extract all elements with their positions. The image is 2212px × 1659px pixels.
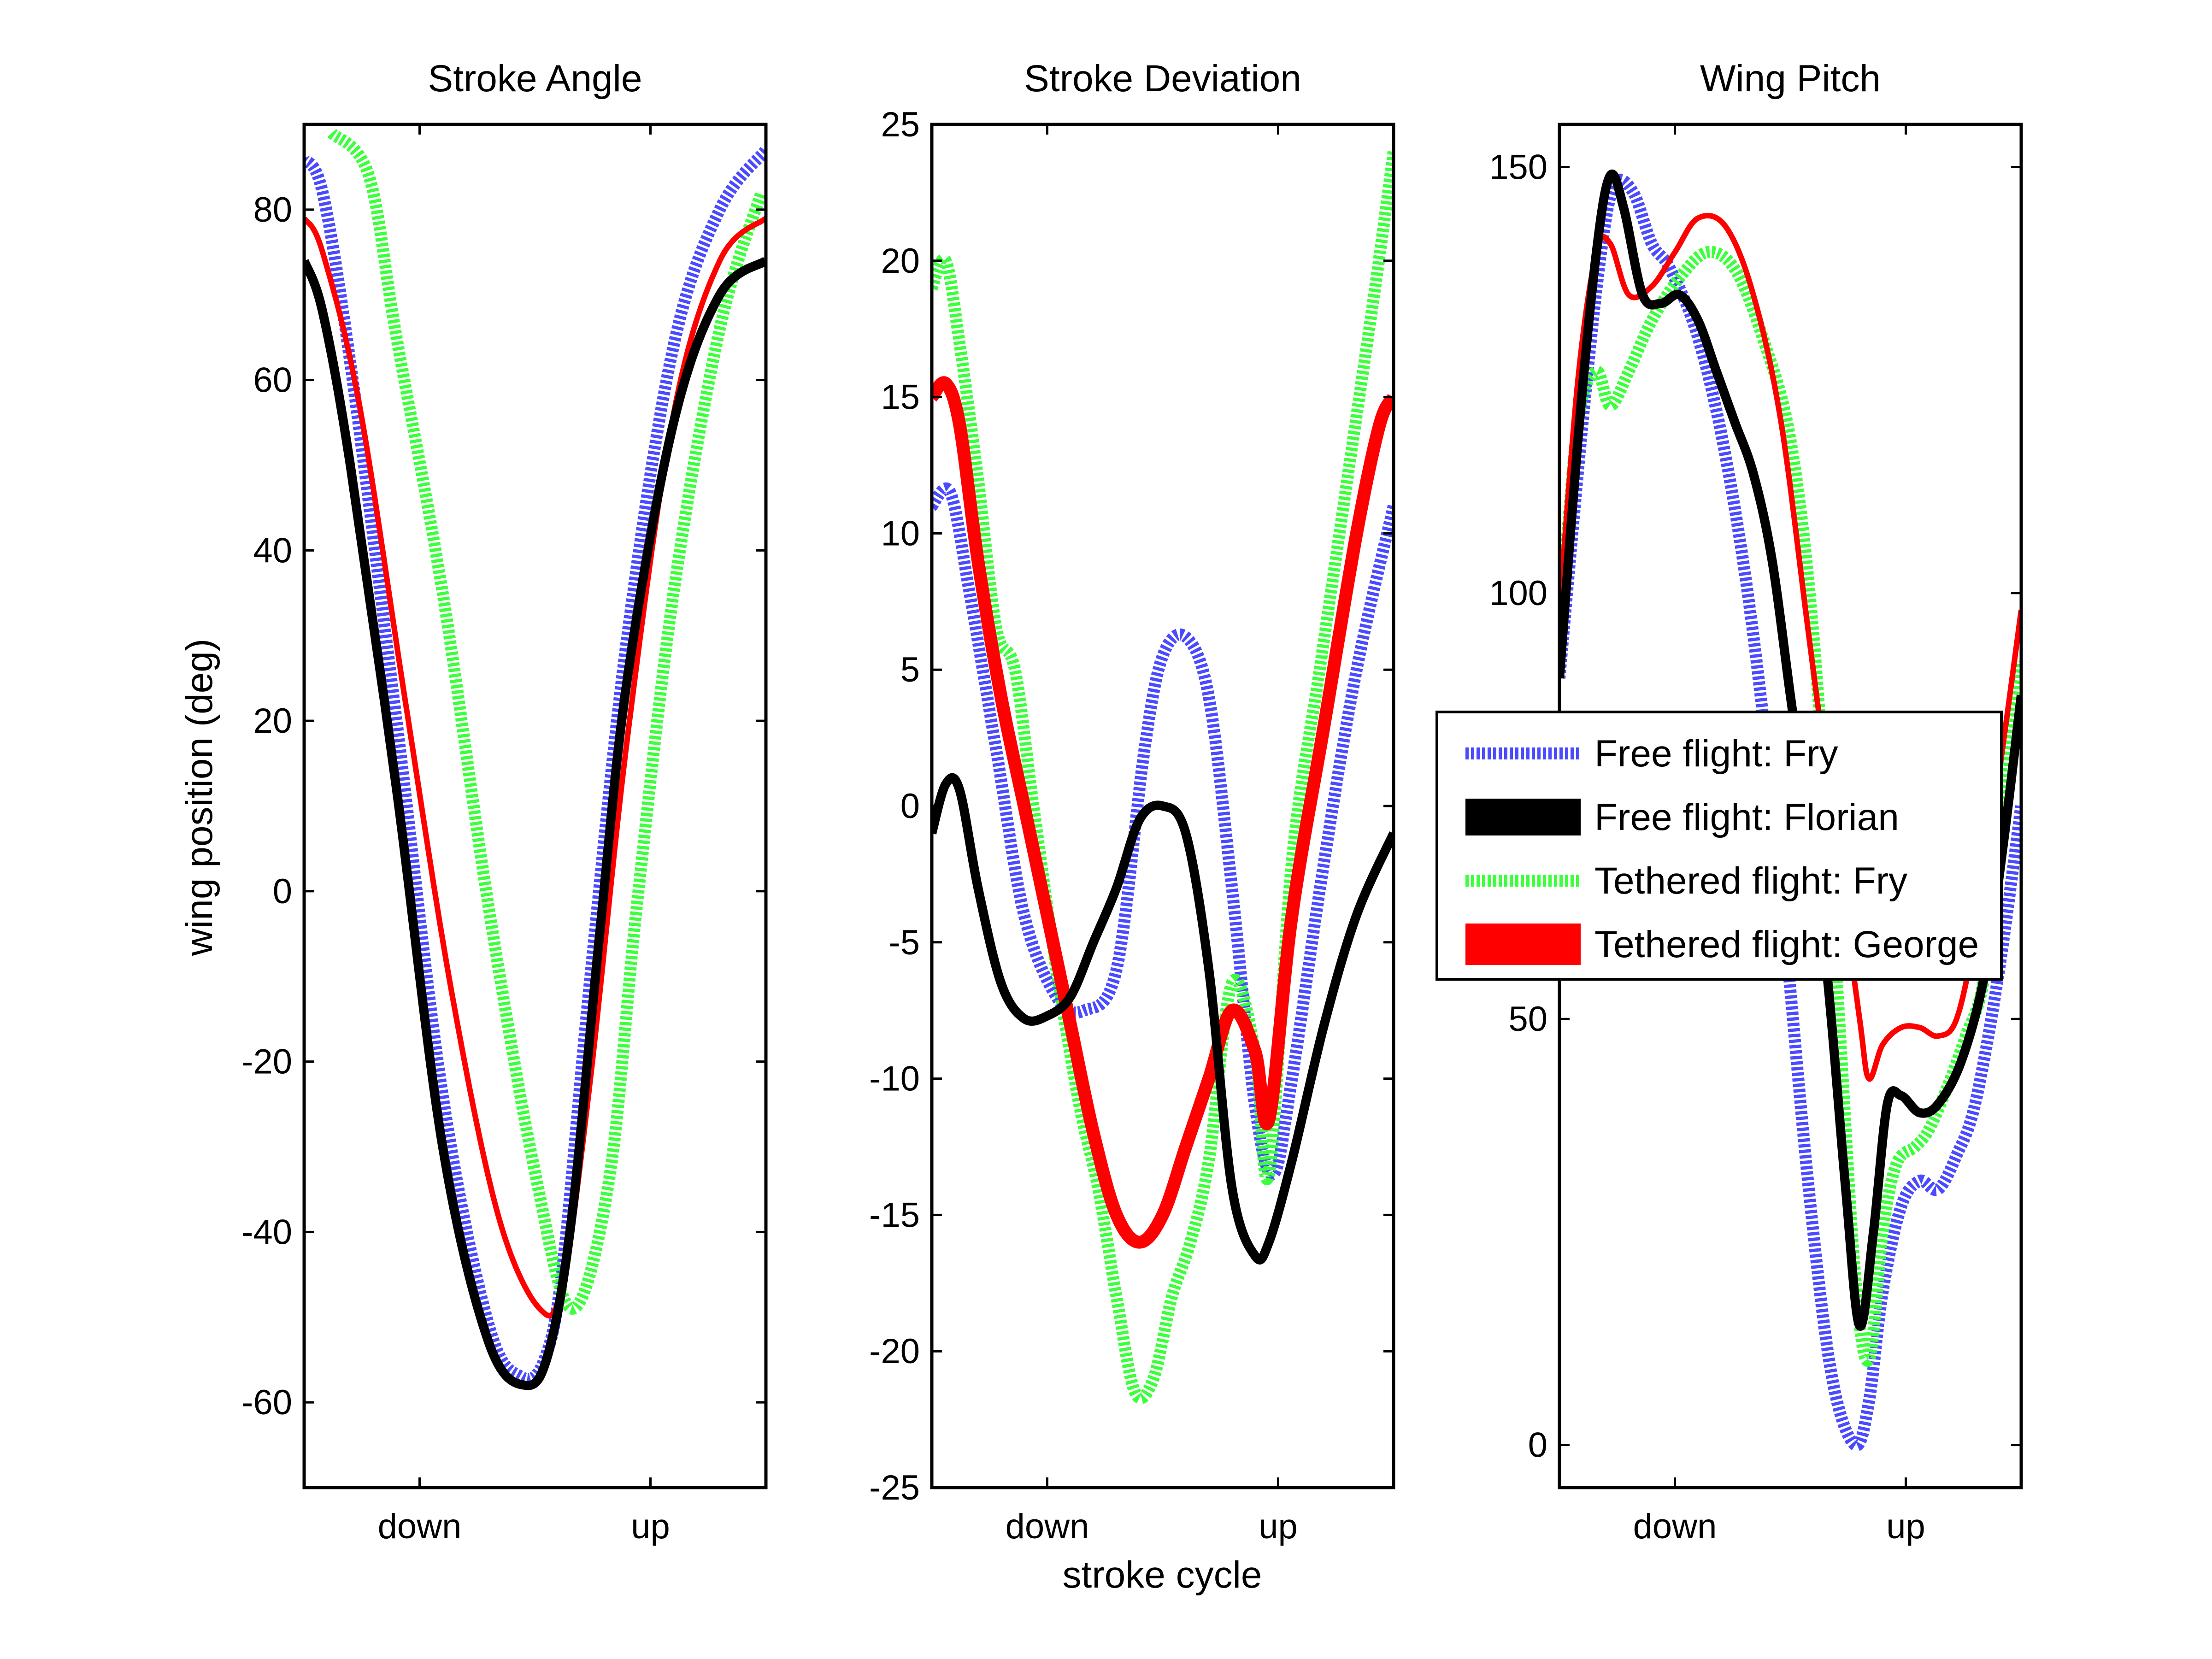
series-free-flight-florian — [932, 773, 1394, 1265]
legend-label: Free flight: Florian — [1594, 796, 1899, 838]
y-tick-label: 0 — [900, 787, 920, 826]
y-axis-label: wing position (deg) — [178, 639, 220, 956]
series-tethered-flight-fry — [932, 151, 1394, 1404]
x-tick-label: up — [631, 1507, 670, 1546]
legend: Free flight: Fry Free flight: Florian Teth… — [1435, 711, 2003, 981]
series-tethered-flight-george — [932, 376, 1394, 1249]
legend-label: Tethered flight: Fry — [1594, 860, 1907, 902]
y-tick-label: -25 — [869, 1468, 920, 1507]
y-tick-label: 150 — [1489, 147, 1547, 187]
series-lines — [932, 151, 1394, 1404]
x-axis-label: stroke cycle — [1063, 1554, 1262, 1596]
y-tick-label: 100 — [1489, 574, 1547, 613]
legend-entry-tethered-flight-george: Tethered flight: George — [1465, 924, 1979, 965]
y-tick-label: -5 — [888, 923, 920, 962]
y-tick-label: 0 — [1528, 1426, 1547, 1465]
panel-title: Stroke Angle — [428, 58, 642, 100]
x-tick-label: up — [1886, 1507, 1925, 1546]
panel-stroke-angle: Stroke Angle 80 60 40 20 0 -20 -40 -60 down up — [241, 58, 768, 1546]
legend-entry-free-flight-florian: Free flight: Florian — [1465, 796, 1899, 838]
legend-box — [1435, 711, 2003, 981]
y-tick-label: 40 — [253, 531, 292, 570]
y-tick-label: 50 — [1508, 1000, 1547, 1039]
y-tick-label: -20 — [241, 1042, 292, 1082]
x-tick-label: up — [1259, 1507, 1298, 1546]
axes-frame — [302, 123, 768, 1489]
legend-entry-tethered-flight-fry: Tethered flight: Fry — [1465, 860, 1907, 902]
y-tick-label: 20 — [881, 241, 920, 281]
series-free-flight-fry — [304, 146, 766, 1385]
y-tick-label: -60 — [241, 1383, 292, 1422]
y-tick-label: 5 — [900, 650, 920, 689]
y-tick-label: 15 — [881, 378, 920, 417]
series-free-flight-fry — [932, 482, 1394, 1181]
series-free-flight-florian — [304, 257, 766, 1390]
y-tick-label: 80 — [253, 190, 292, 229]
y-tick-label: 0 — [273, 872, 292, 911]
x-tick-label: down — [378, 1507, 462, 1546]
panel-stroke-deviation: Stroke Deviation 25 20 15 10 5 0 -5 -10 -15 -20 -25… — [869, 58, 1395, 1546]
y-tick-label: 25 — [881, 105, 920, 144]
y-tick-label: 10 — [881, 514, 920, 553]
y-tick-label: 20 — [253, 701, 292, 741]
legend-label: Free flight: Fry — [1594, 733, 1838, 775]
y-tick-label: -15 — [869, 1195, 920, 1235]
legend-label: Tethered flight: George — [1594, 924, 1979, 965]
series-tethered-flight-george — [1559, 212, 2021, 1082]
series-lines — [304, 128, 766, 1390]
legend-entry-free-flight-fry: Free flight: Fry — [1465, 733, 1838, 775]
y-tick-label: -20 — [869, 1332, 920, 1371]
panel-title: Stroke Deviation — [1024, 58, 1301, 100]
y-tick-label: 60 — [253, 361, 292, 400]
x-tick-label: down — [1633, 1507, 1717, 1546]
y-tick-label: -40 — [241, 1212, 292, 1252]
legend-items: Free flight: Fry Free flight: Florian Teth… — [1465, 733, 1979, 965]
series-tethered-flight-fry — [327, 128, 766, 1315]
panel-title: Wing Pitch — [1700, 58, 1881, 100]
x-tick-label: down — [1006, 1507, 1089, 1546]
y-tick-label: -10 — [869, 1059, 920, 1099]
panel-wing-pitch: Wing Pitch 150 100 50 0 down up — [1489, 58, 2023, 1546]
